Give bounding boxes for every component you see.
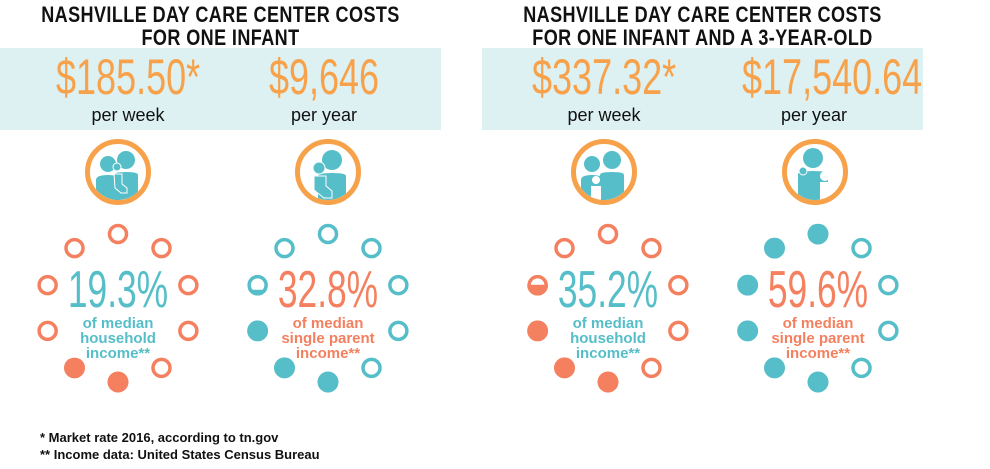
empty-dot (361, 357, 382, 379)
yearly-cost: $9,646 per year (224, 48, 424, 126)
empty-dot (178, 274, 199, 296)
weekly-cost-unit: per week (91, 105, 165, 125)
empty-dot (878, 320, 899, 342)
filled-dot (554, 357, 576, 379)
filled-dot (107, 371, 129, 393)
parent-holding-infant-icon (294, 138, 362, 206)
weekly-cost-unit: per week (567, 105, 641, 125)
empty-dot (107, 223, 129, 245)
cost-band: $337.32* per week $17,540.64 per year (482, 48, 923, 130)
percent-value: 59.6% (767, 261, 869, 319)
partial-dot (64, 357, 86, 379)
parent-with-infant-and-child-icon (781, 138, 849, 206)
percent-value: 19.3% (67, 261, 169, 319)
gauge-caption-2: single parent (771, 330, 865, 347)
percent-value: 32.8% (277, 261, 379, 319)
empty-dot (554, 237, 575, 259)
weekly-cost-value: $185.50* (56, 49, 201, 105)
empty-dot (178, 320, 199, 342)
yearly-cost-value: $17,540.64 (742, 49, 923, 105)
parent-holding-infant-icon-graphic (295, 139, 361, 205)
single-parent-income-gauge (737, 223, 899, 393)
gauge-caption-1: of median (292, 315, 364, 332)
filled-dot (764, 237, 786, 259)
gauge-caption-1: of median (782, 315, 854, 332)
parents-with-infant-and-child-icon-graphic (571, 139, 637, 205)
filled-dot (274, 357, 296, 379)
gauge-caption-2: household (80, 330, 156, 347)
empty-dot (668, 274, 689, 296)
parent-holding-infant-icon (84, 138, 152, 206)
empty-dot (878, 274, 899, 296)
yearly-cost: $17,540.64 per year (714, 48, 923, 126)
parent-holding-infant-icon-graphic (85, 139, 151, 205)
partial-dot (807, 223, 829, 245)
parent-with-infant-and-child-icon-graphic (782, 139, 848, 205)
filled-dot (737, 320, 759, 342)
single-parent-income-gauge (247, 223, 409, 393)
empty-dot (668, 320, 689, 342)
gauge-label: 32.8% of median single parent income** (238, 264, 418, 361)
filled-dot (764, 357, 786, 379)
footnote-income-data: ** Income data: United States Census Bur… (40, 447, 320, 462)
empty-dot (388, 320, 409, 342)
filled-dot (247, 320, 269, 342)
partial-dot (247, 274, 268, 296)
footnote-market-rate: * Market rate 2016, according to tn.gov (40, 430, 279, 445)
gauge-caption-3: income** (785, 345, 851, 362)
empty-dot (851, 237, 872, 259)
percent-value: 35.2% (557, 261, 659, 319)
empty-dot (388, 274, 409, 296)
gauge-caption-3: income** (85, 345, 151, 362)
footnotes: * Market rate 2016, according to tn.gov … (40, 429, 320, 463)
filled-dot (317, 371, 339, 393)
gauge-caption-3: income** (575, 345, 641, 362)
yearly-cost-value: $9,646 (268, 49, 380, 105)
weekly-cost: $185.50* per week (28, 48, 228, 126)
gauge-caption-3: income** (295, 345, 361, 362)
weekly-cost-value: $337.32* (532, 49, 677, 105)
empty-dot (851, 357, 872, 379)
panel-one-infant: NASHVILLE DAY CARE CENTER COSTS FOR ONE … (0, 0, 441, 469)
weekly-cost: $337.32* per week (504, 48, 704, 126)
empty-dot (641, 357, 662, 379)
empty-dot (37, 274, 58, 296)
empty-dot (151, 357, 172, 379)
empty-dot (317, 223, 339, 245)
empty-dot (37, 320, 58, 342)
yearly-cost-unit: per year (290, 105, 358, 125)
panel-title: NASHVILLE DAY CARE CENTER COSTS FOR ONE … (523, 2, 882, 50)
gauge-caption-1: of median (82, 315, 154, 332)
filled-dot (737, 274, 759, 296)
filled-dot (807, 371, 829, 393)
filled-dot (527, 320, 549, 342)
household-income-gauge (527, 223, 689, 393)
yearly-cost-unit: per year (780, 105, 848, 125)
gauge-label: 59.6% of median single parent income** (728, 264, 908, 361)
empty-dot (64, 237, 85, 259)
gauge-label: 35.2% of median household income** (518, 264, 698, 361)
empty-dot (641, 237, 662, 259)
panel-title: NASHVILLE DAY CARE CENTER COSTS FOR ONE … (41, 2, 400, 50)
empty-dot (274, 237, 295, 259)
gauge-caption-2: single parent (281, 330, 375, 347)
partial-dot (527, 274, 549, 296)
parents-with-infant-and-child-icon (570, 138, 638, 206)
gauge-label: 19.3% of median household income** (28, 264, 208, 361)
gauge-caption-1: of median (572, 315, 644, 332)
household-income-gauge (37, 223, 199, 393)
gauge-caption-2: household (570, 330, 646, 347)
cost-band: $185.50* per week $9,646 per year (0, 48, 441, 130)
empty-dot (151, 237, 172, 259)
empty-dot (597, 223, 619, 245)
filled-dot (597, 371, 619, 393)
panel-infant-and-3-year-old: NASHVILLE DAY CARE CENTER COSTS FOR ONE … (482, 0, 923, 469)
empty-dot (361, 237, 382, 259)
